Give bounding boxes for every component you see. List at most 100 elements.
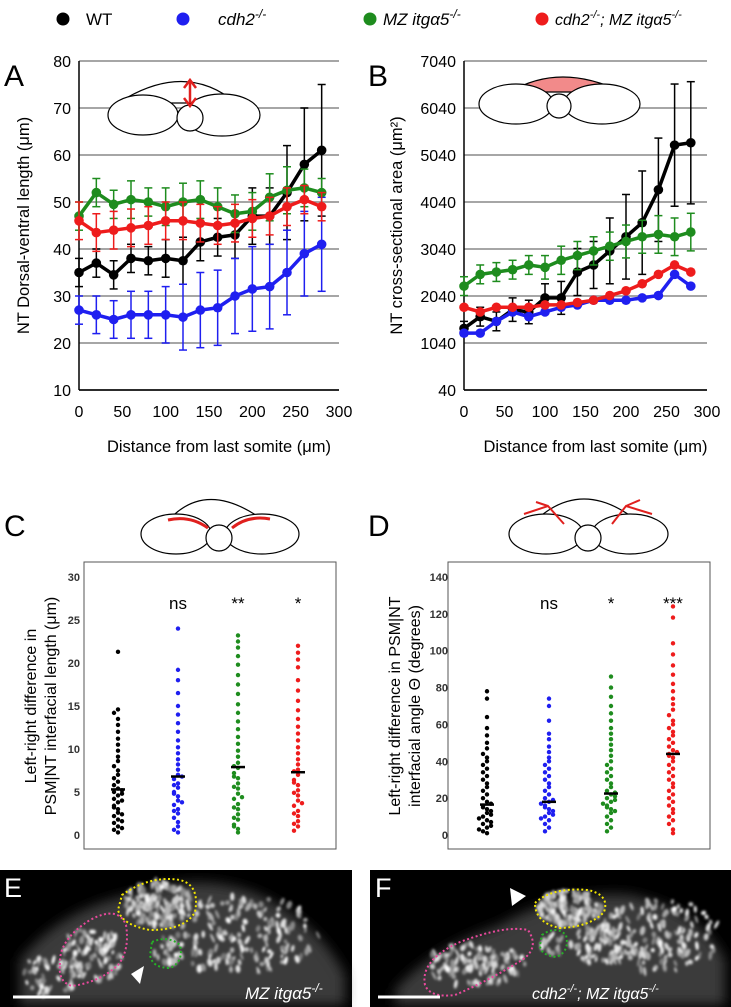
cell-speck	[708, 928, 712, 935]
scatter-point	[115, 800, 121, 805]
scatter-point	[666, 770, 672, 775]
data-point	[195, 218, 206, 228]
cell-speck	[620, 939, 626, 946]
scatter-point	[115, 772, 121, 777]
scatter-point	[546, 744, 552, 749]
scatter-point	[480, 751, 486, 757]
scatter-point	[111, 820, 117, 826]
y-tick-label: 120	[430, 609, 448, 621]
cell-speck	[678, 946, 683, 954]
scatter-point	[295, 793, 301, 798]
cell-speck	[166, 885, 172, 892]
cell-speck	[593, 910, 597, 917]
scatter-point	[115, 768, 121, 773]
significance-label: ns	[540, 594, 558, 613]
scatter-point	[235, 807, 241, 812]
scatter-point	[608, 742, 614, 747]
scatter-point	[295, 724, 301, 729]
cell-speck	[687, 928, 693, 939]
data-point	[299, 194, 310, 205]
cell-speck	[262, 946, 266, 953]
cell-speck	[298, 912, 302, 919]
cell-speck	[238, 898, 243, 908]
data-point	[459, 302, 469, 313]
cell-speck	[619, 905, 626, 915]
cell-speck	[463, 957, 469, 964]
cell-speck	[603, 936, 608, 942]
cell-speck	[588, 905, 593, 912]
cell-speck	[455, 948, 460, 958]
cell-speck	[62, 987, 68, 993]
scatter-point	[175, 819, 181, 825]
cell-speck	[639, 925, 646, 936]
data-point	[195, 194, 206, 205]
scatter-point	[608, 781, 614, 786]
cell-speck	[153, 876, 158, 886]
scatter-point	[291, 811, 297, 816]
series-cdh2-/-; MZ itgα5-/-	[459, 260, 696, 317]
significance-label: ns	[169, 594, 187, 613]
cell-speck	[673, 960, 678, 967]
data-point	[540, 300, 550, 310]
cell-speck	[214, 943, 219, 953]
y-tick-label: 7040	[420, 54, 456, 71]
scatter-point	[550, 812, 556, 817]
cell-speck	[659, 945, 665, 955]
cell-speck	[276, 927, 282, 935]
cell-speck	[220, 900, 225, 906]
y-tick-label: 40	[436, 756, 448, 768]
cell-speck	[228, 905, 233, 913]
scatter-point	[299, 800, 305, 806]
cell-speck	[688, 902, 694, 907]
data-point	[316, 145, 327, 156]
cell-speck	[677, 926, 682, 935]
cell-speck	[674, 967, 678, 973]
group-WT	[111, 649, 125, 835]
scatter-point	[175, 751, 181, 756]
y-tick-label: 140	[430, 572, 448, 584]
cell-speck	[559, 894, 564, 903]
cell-speck	[625, 938, 632, 948]
group-cdh2-/-: ns	[538, 594, 558, 834]
scatter-point	[542, 821, 548, 827]
scatter-point	[608, 807, 614, 812]
cell-speck	[218, 934, 223, 941]
cell-speck	[437, 975, 442, 981]
scatter-point	[295, 772, 301, 777]
cell-speck	[237, 959, 242, 966]
x-tick-label: 100	[152, 404, 179, 421]
scatter-point	[231, 774, 237, 779]
data-point	[108, 314, 119, 325]
cell-speck	[39, 984, 44, 990]
cell-speck	[614, 907, 619, 913]
cell-speck	[235, 964, 241, 973]
scatter-point	[295, 708, 301, 713]
cell-speck	[594, 902, 599, 908]
cell-speck	[89, 929, 94, 935]
cell-speck	[436, 968, 441, 976]
scatter-point	[484, 784, 490, 790]
scatter-point	[115, 716, 121, 722]
genotype-label-e: MZ itgα5-/-	[245, 981, 323, 1003]
x-tick-label: 200	[613, 404, 640, 421]
legend-marker-cdh2	[176, 12, 190, 26]
scatter-point	[484, 725, 490, 731]
scatter-point	[484, 733, 490, 738]
scatter-point	[480, 788, 486, 793]
cell-speck	[600, 929, 605, 940]
cell-speck	[653, 898, 659, 904]
scatter-point	[171, 808, 177, 814]
x-tick-label: 50	[113, 404, 131, 421]
scatter-point	[235, 633, 241, 638]
data-point	[475, 307, 486, 317]
group-MZ itgα5-/-: **	[231, 594, 245, 835]
cell-speck	[283, 921, 287, 930]
cell-speck	[544, 903, 549, 913]
cell-speck	[478, 945, 483, 953]
data-point	[91, 227, 102, 238]
data-point	[160, 310, 171, 320]
cell-speck	[87, 961, 92, 970]
data-point	[178, 216, 188, 226]
cell-speck	[110, 940, 116, 949]
